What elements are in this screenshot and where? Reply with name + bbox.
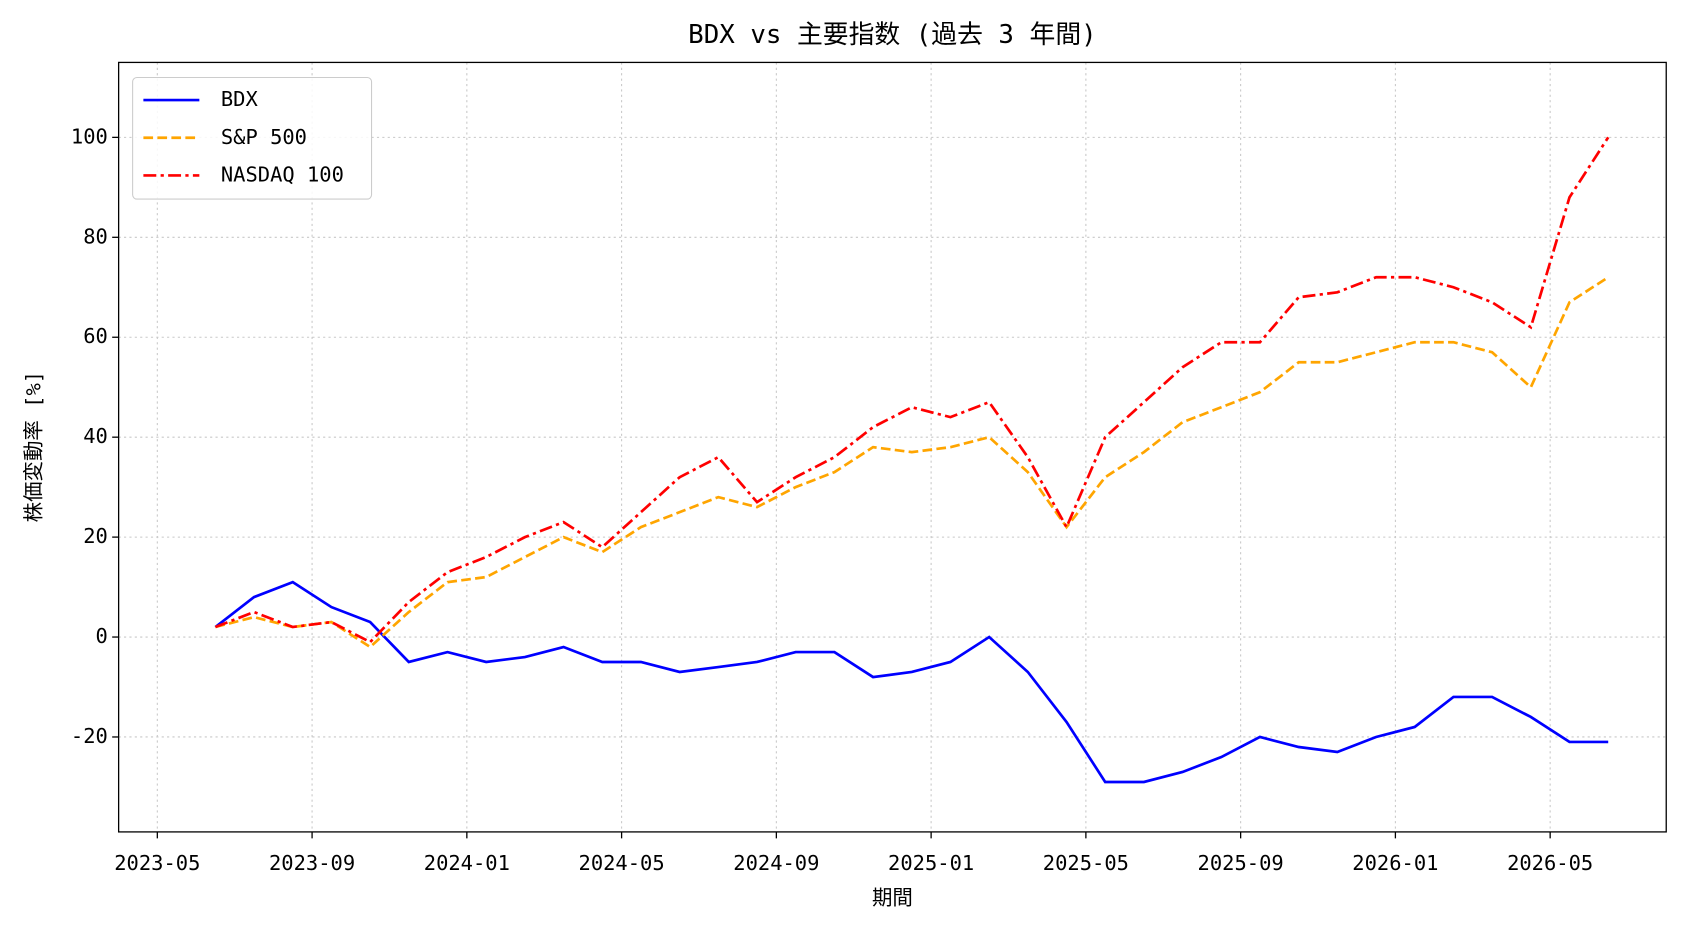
x-tick-label: 2023-05: [114, 851, 200, 875]
plot-frame: [117, 61, 1667, 833]
series-line: [214, 580, 1609, 784]
series-line: [214, 136, 1610, 644]
y-tick-label: 100: [71, 124, 108, 148]
x-tick-label: 2026-01: [1352, 851, 1438, 875]
x-tick-label: 2024-05: [579, 851, 665, 875]
y-tick-label: 20: [83, 524, 108, 548]
series-line: [215, 276, 1609, 649]
x-tick-label: 2024-09: [733, 851, 819, 875]
x-tick-label: 2024-01: [424, 851, 510, 875]
x-tick-label: 2025-05: [1043, 851, 1129, 875]
x-tick-label: 2026-05: [1507, 851, 1593, 875]
x-tick-label: 2025-01: [888, 851, 974, 875]
y-tick-label: -20: [71, 724, 108, 748]
x-axis-label: 期間: [872, 886, 913, 910]
y-axis-label: 株価変動率 [%]: [22, 371, 46, 522]
chart-title: BDX vs 主要指数 (過去 3 年間): [688, 20, 1097, 50]
y-tick-label: 60: [83, 324, 108, 348]
legend-box: [132, 76, 373, 200]
x-tick-label: 2023-09: [269, 851, 355, 875]
legend-label: BDX: [221, 87, 259, 111]
y-tick-label: 80: [83, 224, 108, 248]
legend-label: NASDAQ 100: [221, 162, 344, 186]
legend-label: S&P 500: [221, 125, 307, 149]
y-tick-label: 40: [83, 424, 108, 448]
x-tick-label: 2025-09: [1198, 851, 1284, 875]
y-tick-label: 0: [96, 624, 108, 648]
